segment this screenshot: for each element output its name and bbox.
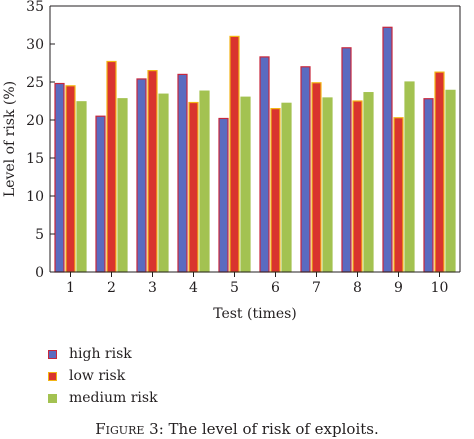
bar-high-risk-test-1	[54, 82, 65, 273]
bar-high-risk-test-10	[423, 98, 434, 273]
bar-low-risk-test-9	[393, 117, 404, 273]
y-axis-label: Level of risk (%)	[2, 81, 18, 197]
caption-label: Figure 3:	[95, 420, 164, 438]
caption-text: The level of risk of exploits.	[168, 420, 379, 438]
x-tick-label-4: 4	[189, 280, 198, 296]
bar-low-risk-test-4	[188, 101, 199, 273]
x-tick-label-2: 2	[107, 280, 116, 296]
bar-medium-risk-test-5	[240, 96, 251, 273]
x-tick-label-6: 6	[271, 280, 280, 296]
y-tick-label-20: 20	[26, 113, 44, 129]
bar-high-risk-test-5	[218, 117, 229, 273]
x-tick-label-1: 1	[66, 280, 75, 296]
figure-caption: Figure 3: The level of risk of exploits.	[0, 420, 474, 438]
bar-low-risk-test-5	[229, 35, 240, 273]
x-tick-label-10: 10	[431, 280, 449, 296]
bar-low-risk-test-3	[147, 69, 158, 273]
legend-item-low-risk: low risk	[48, 365, 158, 387]
legend-label-medium-risk: medium risk	[69, 390, 158, 406]
bar-low-risk-test-10	[434, 71, 445, 273]
bar-medium-risk-test-4	[199, 90, 210, 273]
bar-low-risk-test-7	[311, 82, 322, 273]
legend-item-medium-risk: medium risk	[48, 387, 158, 409]
y-tick-label-0: 0	[35, 265, 44, 281]
y-tick-label-5: 5	[35, 227, 44, 243]
bar-low-risk-test-6	[270, 107, 281, 273]
bar-medium-risk-test-6	[281, 102, 292, 273]
bar-high-risk-test-9	[382, 26, 393, 273]
x-axis-label: Test (times)	[213, 306, 297, 322]
legend-label-low-risk: low risk	[69, 368, 126, 384]
bar-high-risk-test-6	[259, 56, 270, 273]
bar-high-risk-test-8	[341, 47, 352, 273]
bar-high-risk-test-3	[136, 78, 147, 273]
bar-low-risk-test-8	[352, 100, 363, 273]
bar-medium-risk-test-8	[363, 92, 374, 273]
bar-chart: 0 5 10 15 20 25 30 35 1 2 3 4 5 6 7 8 9 10 Level of risk …	[2, 0, 461, 322]
bar-medium-risk-test-2	[117, 98, 128, 273]
x-tick-label-5: 5	[230, 280, 239, 296]
bar-medium-risk-test-1	[76, 101, 87, 273]
bar-medium-risk-test-9	[404, 81, 415, 273]
y-tick-label-35: 35	[26, 0, 44, 15]
legend-label-high-risk: high risk	[69, 346, 132, 362]
legend-swatch-medium-risk	[48, 393, 57, 403]
x-tick-label-7: 7	[312, 280, 321, 296]
bar-high-risk-test-2	[95, 115, 106, 273]
bar-low-risk-test-2	[106, 60, 117, 273]
bar-high-risk-test-4	[177, 73, 188, 273]
y-tick-label-15: 15	[26, 151, 44, 167]
axes-group: 0 5 10 15 20 25 30 35 1 2 3 4 5 6 7 8 9 10	[26, 0, 461, 296]
legend: high risk low risk medium risk	[48, 343, 158, 409]
bar-low-risk-test-1	[65, 85, 76, 273]
bar-medium-risk-test-7	[322, 97, 333, 273]
bar-high-risk-test-7	[300, 66, 311, 273]
legend-swatch-high-risk	[48, 349, 57, 359]
y-tick-label-30: 30	[26, 37, 44, 53]
bar-medium-risk-test-10	[445, 89, 456, 273]
legend-swatch-low-risk	[48, 371, 57, 381]
bars-group	[54, 26, 456, 273]
y-tick-label-25: 25	[26, 75, 44, 91]
legend-item-high-risk: high risk	[48, 343, 158, 365]
y-tick-label-10: 10	[26, 189, 44, 205]
bar-medium-risk-test-3	[158, 93, 169, 273]
x-tick-label-3: 3	[148, 280, 157, 296]
x-tick-label-8: 8	[353, 280, 362, 296]
x-tick-label-9: 9	[394, 280, 403, 296]
